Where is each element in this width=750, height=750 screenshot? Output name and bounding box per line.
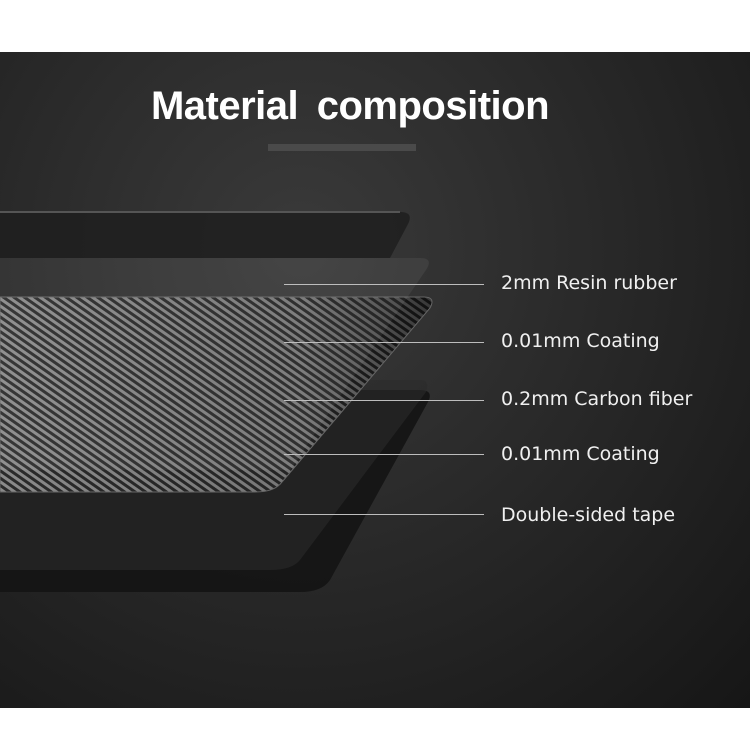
leader-line	[284, 400, 484, 401]
leader-line	[284, 514, 484, 515]
layer-label: 0.01mm Coating	[501, 330, 660, 352]
layer-label: 0.2mm Carbon fiber	[501, 388, 693, 410]
resin-rubber-layer	[0, 212, 410, 258]
top-coating-layer	[0, 258, 429, 470]
leader-line	[284, 454, 484, 455]
layer-label: 2mm Resin rubber	[501, 272, 677, 294]
page-title: Material composition	[150, 84, 550, 128]
layer-label: Double-sided tape	[501, 504, 676, 526]
leader-line	[284, 284, 484, 285]
leader-line	[284, 342, 484, 343]
layer-label: 0.01mm Coating	[501, 443, 660, 465]
title-underline	[268, 144, 416, 151]
